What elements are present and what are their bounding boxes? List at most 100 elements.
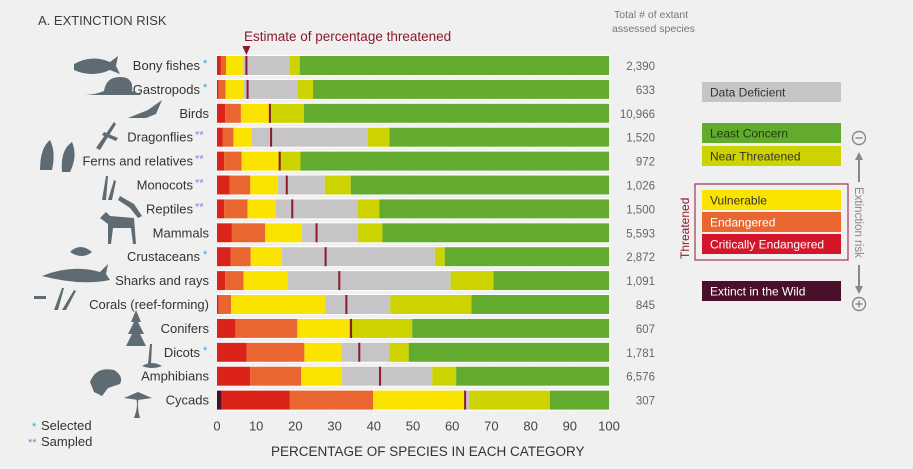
bar-segment-vulnerable xyxy=(233,127,252,147)
legend-label-least-concern: Least Concern xyxy=(710,127,788,141)
species-count: 1,500 xyxy=(626,204,655,216)
legend-swatch-vulnerable xyxy=(702,190,841,210)
bar-segment-least-concern xyxy=(549,390,609,410)
bar-segment-vulnerable xyxy=(243,271,288,291)
fern-icon xyxy=(40,140,75,172)
species-count: 2,390 xyxy=(626,61,655,73)
row-label: Dicots xyxy=(164,345,201,360)
bar-segment-least-concern xyxy=(412,318,609,338)
bar-segment-near-threatened xyxy=(357,199,380,219)
legend-label-endangered: Endangered xyxy=(710,216,775,230)
species-count: 307 xyxy=(636,396,655,408)
bar-segment-data-deficient xyxy=(243,79,298,99)
bars xyxy=(217,46,609,411)
bird-icon xyxy=(128,100,162,118)
bar-segment-least-concern xyxy=(300,151,609,171)
dragonfly-icon xyxy=(96,122,118,150)
row-label: Reptiles xyxy=(146,201,193,216)
plus-circle-icon xyxy=(851,296,867,312)
arrow-down-icon xyxy=(855,286,863,294)
count-header-line1: Total # of extant xyxy=(614,9,688,21)
bar-segment-least-concern xyxy=(299,56,609,75)
row-label: Conifers xyxy=(161,321,210,336)
cycad-icon xyxy=(124,392,152,418)
bar-segment-near-threatened xyxy=(389,342,409,362)
x-tick-label: 80 xyxy=(523,419,537,434)
shark-icon xyxy=(42,264,110,283)
lizard-icon xyxy=(118,196,142,218)
bar-segment-near-threatened xyxy=(289,56,300,75)
row-label: Dragonflies xyxy=(127,130,193,145)
bar-segment-near-threatened xyxy=(348,318,413,338)
bar-segment-critically-endangered xyxy=(217,199,225,219)
threatened-estimate-marker xyxy=(278,151,281,171)
bar-segment-endangered xyxy=(224,151,242,171)
bar-segment-least-concern xyxy=(471,295,609,314)
threatened-estimate-marker xyxy=(291,199,294,219)
bar-segment-critically-endangered xyxy=(217,271,226,291)
bar-segment-least-concern xyxy=(350,175,609,195)
bar-segment-near-threatened xyxy=(390,295,472,314)
count-header-line2: assessed species xyxy=(612,23,695,35)
bar-segment-critically-endangered xyxy=(217,151,225,171)
bar-segment-critically-endangered xyxy=(221,390,290,410)
bar-segment-data-deficient xyxy=(464,390,470,410)
arrow-up-icon xyxy=(855,152,863,160)
bar-segment-vulnerable xyxy=(301,366,343,386)
bar-segment-vulnerable xyxy=(231,295,326,314)
species-count: 845 xyxy=(636,300,655,312)
x-tick-label: 10 xyxy=(249,419,263,434)
legend-label-near-threatened: Near Threatened xyxy=(710,150,801,164)
bar-segment-least-concern xyxy=(389,127,609,147)
species-silhouettes xyxy=(34,56,162,418)
estimate-arrow-icon xyxy=(242,46,251,55)
bar-segment-data-deficient xyxy=(277,175,325,195)
bar-segment-data-deficient xyxy=(302,223,359,243)
legend-swatch-least-concern xyxy=(702,123,841,143)
note-selected-marker: * xyxy=(32,421,37,433)
species-count: 1,091 xyxy=(626,276,655,288)
bar-segment-endangered xyxy=(231,223,266,243)
threatened-estimate-marker xyxy=(464,390,467,410)
threatened-estimate-marker xyxy=(358,342,361,362)
bar-segment-data-deficient xyxy=(341,342,390,362)
bar-segment-least-concern xyxy=(304,103,609,123)
threatened-estimate-marker xyxy=(338,271,341,291)
frog-icon xyxy=(90,369,122,396)
bar-segment-endangered xyxy=(222,127,234,147)
threatened-estimate-marker xyxy=(350,318,353,338)
bar-segment-critically-endangered xyxy=(217,56,221,75)
bar-segment-least-concern xyxy=(444,247,609,267)
footnotes: * Selected ** Sampled xyxy=(28,418,92,449)
bar-segment-critically-endangered xyxy=(217,175,230,195)
bar-segment-data-deficient xyxy=(342,366,433,386)
selected-marker: * xyxy=(203,345,208,357)
species-count: 607 xyxy=(636,324,655,336)
legend: Data Deficient Least Concern Near Threaten… xyxy=(678,82,867,312)
row-label: Bony fishes xyxy=(133,58,201,73)
bar-segment-vulnerable xyxy=(241,151,279,171)
species-count: 1,781 xyxy=(626,348,655,360)
bar-segment-near-threatened xyxy=(278,151,301,171)
bar-segment-data-deficient xyxy=(325,295,391,314)
bar-segment-vulnerable xyxy=(225,79,244,99)
legend-label-data-deficient: Data Deficient xyxy=(710,86,786,100)
x-axis-label: PERCENTAGE OF SPECIES IN EACH CATEGORY xyxy=(271,444,585,459)
chart-title: A. EXTINCTION RISK xyxy=(38,13,167,28)
bar-segment-vulnerable xyxy=(240,103,269,123)
selected-marker: * xyxy=(203,82,208,94)
x-tick-label: 60 xyxy=(445,419,459,434)
species-count: 633 xyxy=(636,85,655,97)
threatened-estimate-marker xyxy=(315,223,318,243)
legend-swatch-near-threatened xyxy=(702,146,841,166)
species-count: 972 xyxy=(636,157,655,169)
bar-segment-least-concern xyxy=(408,342,609,362)
threatened-estimate-marker xyxy=(268,103,271,123)
bar-segment-critically-endangered xyxy=(217,79,219,99)
x-axis-ticks: 0 10 20 30 40 50 60 70 80 90 100 xyxy=(213,419,619,434)
bar-segment-endangered xyxy=(218,79,226,99)
bar-segment-critically-endangered xyxy=(217,247,231,267)
bar-segment-critically-endangered xyxy=(217,223,232,243)
